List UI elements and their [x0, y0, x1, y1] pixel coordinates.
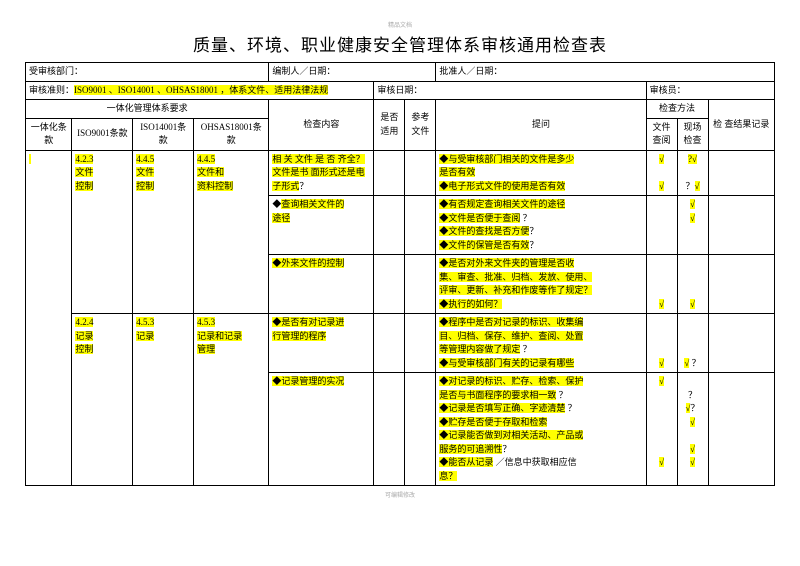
content-cell: ◆记录管理的实况: [269, 373, 374, 486]
m2-cell: √ ？: [677, 314, 708, 373]
ref-cell: [405, 373, 436, 486]
apply-cell: [374, 255, 405, 314]
oh-cell: 4.5.3记录和记录管理: [194, 314, 269, 486]
m1-cell: √√: [646, 150, 677, 196]
q-cell: ◆与受审核部门相关的文件是多少 是否有效◆电子形式文件的使用是否有效: [436, 150, 646, 196]
result-cell: [708, 196, 775, 255]
oh-cell: 4.4.5文件和资料控制: [194, 150, 269, 314]
m2-header: 现场检查: [677, 118, 708, 150]
audit-date-label: 审核日期：: [374, 81, 646, 100]
content-cell: 相 关 文件 是 否 齐全？文件是书 面形式还是电子形式？: [269, 150, 374, 196]
iso14-cell: 4.5.3记录: [133, 314, 194, 486]
criteria-cell: 审核准则：ISO9001 、ISO14001 、OHSAS18001 ，体系文件…: [26, 81, 374, 100]
iso9-cell: 4.2.4记录控制: [72, 314, 133, 486]
q-cell: ◆是否对外来文件夹的管理是否收集、审查、批准、归档、发放、使用、评审、更新、补充…: [436, 255, 646, 314]
result-cell: [708, 150, 775, 196]
iso9-cell: 4.2.3文件控制: [72, 150, 133, 314]
method-header: 检查方法: [646, 100, 708, 119]
approver-label: 批准人／日期：: [436, 63, 775, 82]
yth-cell: [26, 150, 72, 486]
dept-label: 受审核部门：: [26, 63, 269, 82]
yth-header: 一体化条款: [26, 118, 72, 150]
m2-cell: √: [677, 255, 708, 314]
m1-cell: [646, 196, 677, 255]
m1-cell: √: [646, 255, 677, 314]
oh-header: OHSAS18001条款: [194, 118, 269, 150]
q-header: 提问: [436, 100, 646, 151]
m2-cell: √√: [677, 196, 708, 255]
compiler-label: 编制人／日期：: [269, 63, 436, 82]
content-cell: ◆是否有对记录进行管理的程序: [269, 314, 374, 373]
content-cell: ◆外来文件的控制: [269, 255, 374, 314]
apply-cell: [374, 314, 405, 373]
result-cell: [708, 255, 775, 314]
apply-cell: [374, 196, 405, 255]
iso14-header: ISO14001条款: [133, 118, 194, 150]
header-note: 精品文档: [25, 20, 775, 29]
m1-header: 文件查阅: [646, 118, 677, 150]
apply-cell: [374, 150, 405, 196]
page-title: 质量、环境、职业健康安全管理体系审核通用检查表: [25, 31, 775, 56]
m2-cell: ？√？√√√: [677, 373, 708, 486]
q-cell: ◆对记录的标识、贮存、检索、保护是否与书面程序的要求相一致 ？◆记录是否填写正确…: [436, 373, 646, 486]
q-cell: ◆程序中是否对记录的标识、收集编目、归档、保存、维护、查阅、处置等管理内容做了规…: [436, 314, 646, 373]
iso9-header: ISO9001条款: [72, 118, 133, 150]
sysreq-header: 一体化管理体系要求: [26, 100, 269, 119]
ref-cell: [405, 150, 436, 196]
result-cell: [708, 314, 775, 373]
content-header: 检查内容: [269, 100, 374, 151]
apply-header: 是否适用: [374, 100, 405, 151]
audit-table: 受审核部门： 编制人／日期： 批准人／日期： 审核准则：ISO9001 、ISO…: [25, 62, 775, 486]
iso14-cell: 4.4.5文件控制: [133, 150, 194, 314]
ref-header: 参考文件: [405, 100, 436, 151]
ref-cell: [405, 314, 436, 373]
ref-cell: [405, 255, 436, 314]
ref-cell: [405, 196, 436, 255]
m2-cell: ?√？√: [677, 150, 708, 196]
apply-cell: [374, 373, 405, 486]
q-cell: ◆有否规定查询相关文件的途径◆文件是否便于查阅 ？◆文件的查找是否方便？◆文件的…: [436, 196, 646, 255]
content-cell: ◆查询相关文件的途径: [269, 196, 374, 255]
result-cell: [708, 373, 775, 486]
result-header: 检 查结果记录: [708, 100, 775, 151]
footer-note: 可编辑修改: [25, 490, 775, 499]
m1-cell: √√: [646, 373, 677, 486]
m1-cell: √: [646, 314, 677, 373]
auditor-label: 审核员：: [646, 81, 774, 100]
